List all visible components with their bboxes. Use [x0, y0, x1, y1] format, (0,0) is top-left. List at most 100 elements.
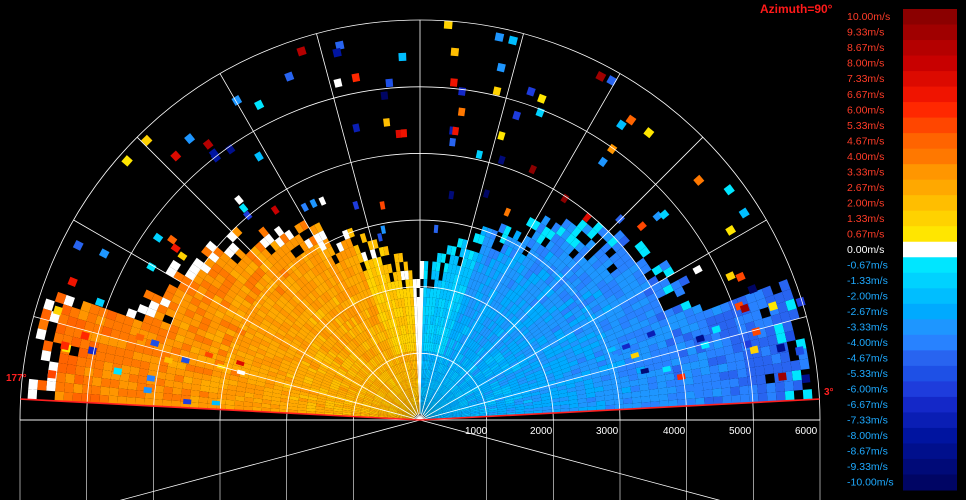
velocity-cell: [369, 410, 379, 414]
velocity-cell: [201, 373, 212, 382]
velocity-cell: [122, 357, 133, 367]
velocity-cell: [790, 359, 801, 372]
velocity-cell: [342, 311, 351, 321]
velocity-cell: [341, 335, 350, 344]
velocity-cell: [508, 291, 517, 301]
velocity-cell: [363, 340, 371, 350]
velocity-cell: [282, 383, 293, 390]
velocity-cell: [400, 382, 406, 391]
velocity-cell: [335, 341, 344, 350]
velocity-cell: [82, 384, 92, 395]
velocity-cell: [377, 275, 384, 285]
velocity-cell: [465, 338, 473, 348]
velocity-cell: [365, 350, 373, 360]
velocity-cell: [369, 412, 379, 415]
velocity-cell: [151, 293, 163, 305]
velocity-cell: [396, 412, 406, 416]
velocity-cell: [469, 260, 477, 271]
velocity-cell: [405, 389, 411, 399]
velocity-cell: [472, 321, 480, 331]
velocity-cell: [457, 396, 467, 402]
velocity-cell: [375, 304, 382, 314]
velocity-cell: [368, 258, 375, 269]
velocity-cell: [288, 285, 299, 295]
velocity-cell: [335, 294, 344, 304]
velocity-cell: [234, 248, 246, 260]
velocity-cell: [449, 399, 458, 406]
velocity-cell: [383, 383, 391, 392]
velocity-cell: [541, 326, 552, 336]
velocity-cell: [120, 364, 131, 375]
velocity-cell: [276, 328, 287, 337]
velocity-cell: [438, 399, 447, 406]
velocity-cell: [418, 387, 420, 397]
velocity-cell: [233, 264, 245, 275]
velocity-cell: [243, 401, 253, 407]
velocity-cell: [28, 378, 39, 390]
velocity-cell: [376, 284, 383, 295]
velocity-cell: [340, 382, 350, 389]
velocity-cell: [487, 345, 497, 354]
velocity-cell: [435, 316, 440, 326]
velocity-cell: [576, 389, 586, 396]
velocity-cell: [455, 332, 462, 342]
velocity-cell: [318, 390, 328, 396]
velocity-cell: [365, 394, 374, 400]
velocity-cell: [420, 333, 423, 343]
velocity-cell: [425, 360, 428, 370]
velocity-cell: [403, 297, 409, 307]
velocity-cell: [371, 383, 380, 391]
velocity-cell: [484, 355, 493, 364]
velocity-cell: [536, 233, 546, 245]
velocity-cell: [198, 402, 208, 409]
velocity-cell: [67, 354, 78, 366]
velocity-cell: [791, 369, 802, 381]
velocity-cell: [586, 357, 597, 366]
velocity-cell: [431, 404, 440, 411]
velocity-cell: [365, 329, 372, 339]
velocity-cell: [547, 336, 558, 345]
velocity-cell: [544, 275, 555, 286]
velocity-cell: [183, 398, 192, 405]
velocity-cell: [566, 386, 577, 393]
velocity-cell: [422, 406, 427, 415]
velocity-cell: [604, 328, 615, 338]
velocity-cell: [340, 349, 349, 358]
angle-spoke: [136, 136, 421, 421]
velocity-cell: [341, 290, 350, 300]
velocity-cells: [27, 20, 813, 420]
velocity-cell: [322, 342, 332, 351]
velocity-cell: [524, 369, 534, 377]
velocity-cell: [348, 368, 357, 376]
velocity-cell: [371, 401, 381, 406]
velocity-cell: [444, 391, 452, 399]
velocity-cell: [278, 366, 289, 373]
velocity-cell: [529, 298, 539, 308]
velocity-cell: [146, 331, 158, 342]
velocity-cell: [384, 320, 391, 330]
velocity-cell: [396, 416, 406, 419]
velocity-cell: [408, 409, 416, 417]
velocity-cell: [345, 237, 354, 249]
velocity-cell: [256, 376, 267, 383]
velocity-cell: [413, 369, 416, 379]
velocity-cell: [376, 313, 383, 323]
velocity-cell: [397, 411, 406, 415]
velocity-cell: [526, 307, 536, 317]
velocity-cell: [66, 364, 77, 375]
velocity-cell: [117, 396, 127, 405]
velocity-cell: [77, 309, 90, 322]
velocity-cell: [680, 300, 692, 311]
velocity-cell: [679, 355, 690, 365]
velocity-cell: [455, 392, 464, 399]
velocity-cell: [276, 347, 287, 356]
velocity-cell: [630, 352, 640, 359]
velocity-cell: [434, 298, 440, 308]
velocity-cell: [663, 330, 674, 341]
velocity-cell: [154, 385, 165, 394]
colorbar-label: 8.00m/s: [847, 58, 884, 70]
velocity-cell: [569, 339, 580, 348]
velocity-cell: [324, 326, 334, 336]
velocity-cell: [338, 351, 348, 360]
velocity-cell: [322, 248, 332, 259]
